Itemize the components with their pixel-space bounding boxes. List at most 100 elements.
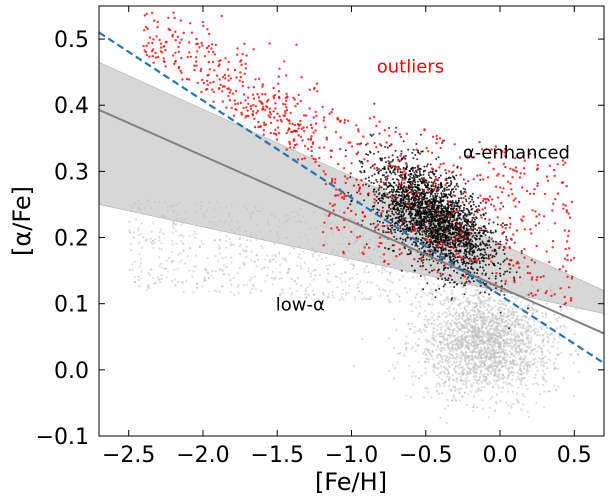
low-alpha-point: [441, 325, 444, 328]
low-alpha-point: [303, 293, 306, 296]
low-alpha-point: [213, 215, 216, 219]
low-alpha-point: [465, 363, 468, 366]
low-alpha-point: [439, 341, 442, 344]
alpha-enhanced-point: [417, 151, 420, 154]
low-alpha-point: [423, 277, 426, 281]
low-alpha-point: [461, 312, 465, 315]
low-alpha-point: [340, 222, 343, 225]
alpha-enhanced-point: [463, 234, 466, 237]
alpha-enhanced-point: [406, 253, 409, 256]
low-alpha-point: [508, 412, 511, 415]
alpha-enhanced-point: [372, 208, 375, 211]
alpha-enhanced-point: [471, 262, 474, 265]
low-alpha-point: [555, 327, 558, 330]
alpha-enhanced-point: [432, 219, 435, 222]
low-alpha-point: [503, 361, 506, 364]
alpha-enhanced-point: [455, 182, 458, 185]
low-alpha-point: [487, 310, 490, 313]
low-alpha-point: [435, 348, 438, 351]
low-alpha-point: [507, 311, 510, 314]
low-alpha-point: [513, 297, 517, 300]
low-alpha-point: [508, 319, 511, 322]
low-alpha-point: [452, 396, 455, 399]
low-alpha-point: [528, 366, 531, 369]
low-alpha-point: [515, 347, 518, 350]
low-alpha-point: [523, 376, 526, 379]
alpha-enhanced-point: [478, 260, 481, 263]
low-alpha-point: [264, 280, 267, 283]
low-alpha-point: [466, 312, 469, 316]
low-alpha-point: [549, 289, 552, 292]
alpha-enhanced-point: [489, 229, 492, 232]
low-alpha-point: [138, 285, 141, 288]
low-alpha-point: [467, 264, 470, 267]
low-alpha-point: [496, 339, 499, 342]
low-alpha-point: [491, 346, 494, 349]
low-alpha-point: [437, 311, 440, 315]
low-alpha-point: [481, 339, 484, 343]
low-alpha-point: [389, 271, 392, 274]
alpha-enhanced-point: [462, 255, 465, 258]
low-alpha-point: [446, 320, 449, 323]
low-alpha-point: [431, 336, 434, 339]
low-alpha-point: [408, 364, 411, 367]
low-alpha-point: [221, 269, 224, 272]
alpha-enhanced-point: [442, 224, 445, 227]
low-alpha-point: [342, 236, 345, 239]
alpha-enhanced-point: [454, 212, 456, 215]
low-alpha-point: [440, 370, 443, 373]
alpha-enhanced-point: [463, 203, 466, 206]
low-alpha-point: [507, 322, 510, 326]
low-alpha-point: [475, 355, 478, 358]
low-alpha-point: [554, 357, 557, 360]
low-alpha-point: [565, 336, 568, 339]
low-alpha-point: [547, 349, 550, 352]
low-alpha-point: [483, 363, 487, 366]
low-alpha-point: [505, 304, 508, 307]
low-alpha-point: [202, 214, 205, 217]
low-alpha-point: [214, 254, 217, 258]
low-alpha-point: [399, 351, 402, 355]
low-alpha-point: [167, 256, 171, 259]
low-alpha-point: [482, 352, 485, 355]
alpha-enhanced-point: [499, 243, 502, 246]
alpha-enhanced-point: [460, 193, 463, 196]
low-alpha-point: [437, 363, 440, 366]
low-alpha-point: [296, 276, 299, 279]
alpha-enhanced-point: [453, 269, 455, 272]
low-alpha-point: [460, 343, 463, 346]
alpha-enhanced-point: [418, 247, 421, 250]
low-alpha-point: [398, 278, 401, 281]
low-alpha-point: [504, 364, 508, 367]
low-alpha-point: [477, 336, 480, 339]
low-alpha-point: [499, 325, 503, 328]
low-alpha-point: [223, 221, 226, 224]
low-alpha-point: [177, 213, 180, 216]
low-alpha-point: [457, 372, 460, 376]
low-alpha-point: [457, 339, 460, 342]
low-alpha-point: [413, 325, 416, 328]
low-alpha-point: [514, 342, 518, 345]
low-alpha-point: [388, 337, 391, 340]
low-alpha-point: [536, 320, 540, 323]
plot-area: [99, 11, 604, 425]
low-alpha-point: [255, 238, 258, 241]
low-alpha-point: [430, 396, 433, 399]
alpha-enhanced-point: [418, 178, 421, 181]
low-alpha-point: [245, 208, 248, 211]
low-alpha-point: [432, 293, 435, 296]
low-alpha-point: [488, 355, 491, 358]
low-alpha-point: [244, 230, 247, 233]
low-alpha-point: [448, 360, 451, 363]
low-alpha-point: [366, 298, 370, 301]
low-alpha-point: [407, 342, 410, 345]
low-alpha-point: [194, 265, 197, 268]
low-alpha-point: [528, 364, 532, 367]
low-alpha-point: [450, 292, 453, 296]
alpha-enhanced-point: [372, 188, 375, 191]
low-alpha-point: [485, 355, 488, 358]
low-alpha-point: [133, 281, 136, 284]
low-alpha-point: [510, 270, 513, 273]
alpha-enhanced-point: [477, 196, 480, 199]
low-alpha-point: [479, 364, 482, 367]
